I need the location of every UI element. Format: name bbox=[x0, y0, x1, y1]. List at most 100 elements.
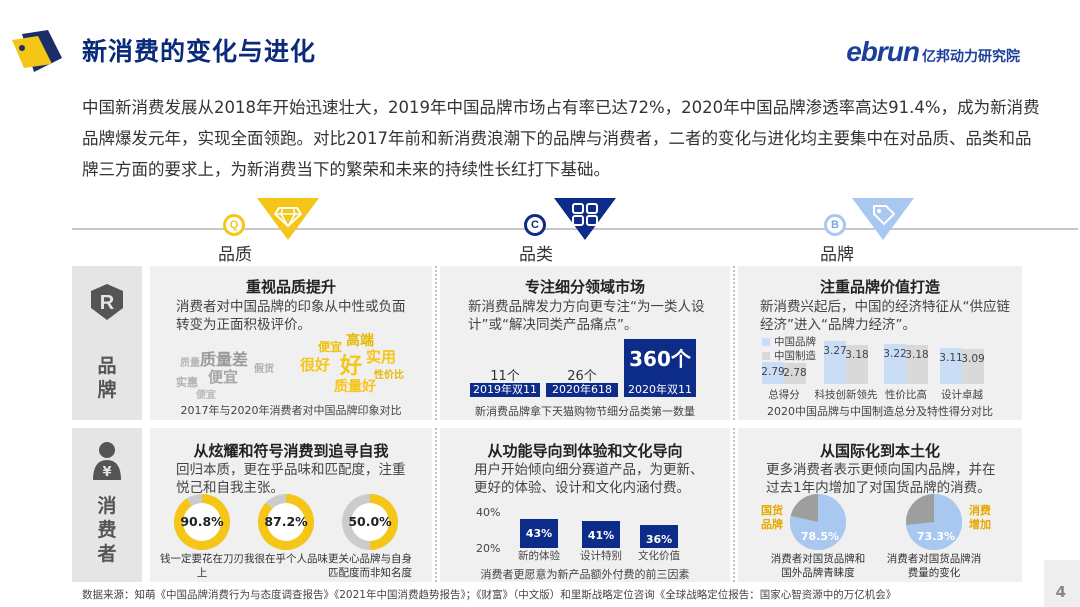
row-consumer-side: ¥ 消 费 者 bbox=[72, 428, 142, 582]
panel-text: 消费者对中国品牌的印象从中性或负面转变为正面积极评价。 bbox=[176, 299, 406, 333]
bar-category-label: 2020年双11 bbox=[628, 383, 692, 396]
panel-brand-consumer: 从国际化到本土化 更多消费者表示更倾向国内品牌，并在过去1年内增加了对国货品牌的… bbox=[738, 428, 1022, 582]
row-consumer-label-3: 者 bbox=[97, 543, 117, 565]
category-category-label: 品类 bbox=[519, 245, 553, 265]
brand-cn: 亿邦动力研究院 bbox=[922, 49, 1020, 65]
brand-badge: B bbox=[824, 214, 846, 236]
bar bbox=[520, 518, 558, 548]
bar-value-label: 2.79 bbox=[761, 366, 785, 379]
panel-title: 注重品牌价值打造 bbox=[819, 278, 940, 296]
bar bbox=[546, 383, 618, 397]
bar-value-label: 3.18 bbox=[905, 349, 929, 362]
divider bbox=[733, 428, 735, 582]
panel-text: 更多消费者表示更倾向国内品牌，并在过去1年内增加了对国货品牌的消费。 bbox=[766, 462, 996, 496]
category-quality-label: 品质 bbox=[218, 245, 252, 265]
pie-category-label: 消费者对国货品牌消费量的变化 bbox=[886, 553, 982, 579]
cloud-word: 假货 bbox=[254, 364, 274, 375]
cloud-word: 性价比 bbox=[374, 370, 404, 381]
panel-title: 重视品质提升 bbox=[245, 278, 336, 296]
bar-value-label: 36% bbox=[645, 533, 673, 547]
panel-text: 用户开始倾向细分赛道产品，为更新、更好的体验、设计和文化内涵付费。 bbox=[474, 462, 704, 496]
pie-tag-label: 国货品牌 bbox=[761, 504, 783, 531]
x-tick-label: 新的体验 bbox=[518, 550, 560, 562]
category-brand-label: 品牌 bbox=[820, 245, 854, 265]
page-number: 4 bbox=[1055, 583, 1066, 601]
bar bbox=[962, 349, 984, 384]
bar bbox=[784, 362, 806, 384]
bar-value-label: 3.22 bbox=[883, 347, 907, 360]
panel-title: 从功能导向到体验和文化导向 bbox=[487, 442, 683, 460]
bar bbox=[640, 525, 678, 548]
pie-value-label: 78.5% bbox=[800, 530, 840, 543]
slice-value bbox=[906, 494, 962, 550]
pie-chart bbox=[906, 494, 962, 550]
cloud-word: 质量 bbox=[180, 358, 200, 369]
category-badge: C bbox=[524, 214, 546, 236]
bar-value-label: 41% bbox=[587, 528, 615, 542]
panel-caption: 新消费品牌拿下天猫购物节细分品类第一数量 bbox=[475, 405, 695, 418]
x-tick-label: 科技创新领先 bbox=[814, 389, 878, 401]
pie-tag-label: 消费增加 bbox=[969, 504, 991, 531]
bar bbox=[582, 520, 620, 548]
panel-quality-brand: 重视品质提升 消费者对中国品牌的印象从中性或负面转变为正面积极评价。 质量差 便… bbox=[150, 266, 432, 420]
x-tick-label: 文化价值 bbox=[638, 550, 680, 562]
bar-category-label: 2019年双11 bbox=[473, 383, 537, 396]
bar-value-label: 3.09 bbox=[961, 353, 985, 366]
cloud-word: 好 bbox=[340, 354, 363, 379]
page-number-box bbox=[1044, 560, 1080, 607]
pie-category-label: 消费者对国货品牌和国外品牌青睐度 bbox=[770, 553, 866, 579]
cloud-word: 实用 bbox=[366, 348, 397, 366]
donut-category-label: 我很在乎个人品味 bbox=[244, 553, 328, 565]
panel-category-brand: 专注细分领域市场 新消费品牌发力方向更专注“为一类人设计”或“解决同类产品痛点”… bbox=[440, 266, 730, 420]
row-consumer-label-2: 费 bbox=[97, 519, 117, 541]
donut-hole bbox=[183, 503, 221, 541]
brand-logo: ebrun 亿邦动力研究院 bbox=[846, 36, 1020, 68]
price-tag-logo-icon bbox=[12, 30, 62, 72]
donut-category-label: 钱一定要花在刀刃上 bbox=[160, 553, 244, 579]
bar bbox=[470, 383, 540, 397]
consumer-yuan-icon: ¥ bbox=[93, 442, 121, 480]
pie-value-label: 73.3% bbox=[916, 530, 956, 543]
bar bbox=[940, 348, 962, 384]
panel-caption: 消费者更愿意为新产品额外付费的前三因素 bbox=[480, 568, 690, 581]
panel-title: 从国际化到本土化 bbox=[819, 442, 940, 460]
bar-value-label: 26个 bbox=[567, 369, 597, 384]
diamond-hand-icon bbox=[257, 198, 319, 240]
grid-icon bbox=[554, 198, 616, 240]
cloud-word: 高端 bbox=[346, 333, 374, 349]
panel-caption: 2020中国品牌与中国制造总分及特性得分对比 bbox=[767, 405, 993, 418]
donut-hole bbox=[351, 503, 389, 541]
divider bbox=[733, 266, 735, 420]
cloud-word: 便宜 bbox=[318, 340, 343, 354]
quality-badge: Q bbox=[223, 214, 245, 236]
panel-title: 从炫耀和符号消费到追寻自我 bbox=[193, 442, 389, 460]
donut-value-label: 50.0% bbox=[348, 514, 392, 529]
donut-chart bbox=[258, 494, 314, 550]
panel-brand-brand: 注重品牌价值打造 新消费兴起后，中国的经济特征从“供应链经济”进入“品牌力经济”… bbox=[738, 266, 1022, 420]
slice-value bbox=[790, 494, 846, 550]
x-tick-label: 设计特别 bbox=[580, 550, 622, 562]
brand-latin: ebrun bbox=[846, 36, 920, 67]
row-brand-label-2: 牌 bbox=[97, 379, 117, 401]
x-tick-label: 性价比高 bbox=[885, 389, 927, 401]
r-badge-letter: R bbox=[100, 292, 115, 314]
bar bbox=[906, 345, 928, 384]
cloud-word: 很好 bbox=[300, 356, 331, 374]
bar-value-label: 3.18 bbox=[845, 349, 869, 362]
donut-chart bbox=[342, 494, 398, 550]
bar bbox=[824, 341, 846, 384]
bar bbox=[624, 339, 696, 397]
bar bbox=[884, 343, 906, 384]
data-source: 数据来源：知萌《中国品牌消费行为与态度调查报告》《2021年中国消费趋势报告》；… bbox=[82, 589, 897, 601]
donut-category-label: 更关心品牌与自身匹配度而非知名度 bbox=[328, 553, 412, 579]
x-tick-label: 总得分 bbox=[768, 389, 800, 401]
row-brand-label-1: 品 bbox=[97, 355, 117, 377]
panel-text: 回归本质，更在乎品味和匹配度，注重悦己和自我主张。 bbox=[176, 462, 406, 496]
donut-value-label: 87.2% bbox=[264, 514, 308, 529]
legend-label: 中国制造 bbox=[774, 350, 816, 362]
r-badge-icon: R bbox=[91, 284, 123, 320]
panel-text: 新消费兴起后，中国的经济特征从“供应链经济”进入“品牌力经济”。 bbox=[760, 299, 1010, 333]
cloud-word: 质量差 bbox=[200, 350, 249, 369]
cloud-word: 便宜 bbox=[196, 390, 216, 401]
panel-quality-consumer: 从炫耀和符号消费到追寻自我 回归本质，更在乎品味和匹配度，注重悦己和自我主张。 … bbox=[150, 428, 432, 582]
